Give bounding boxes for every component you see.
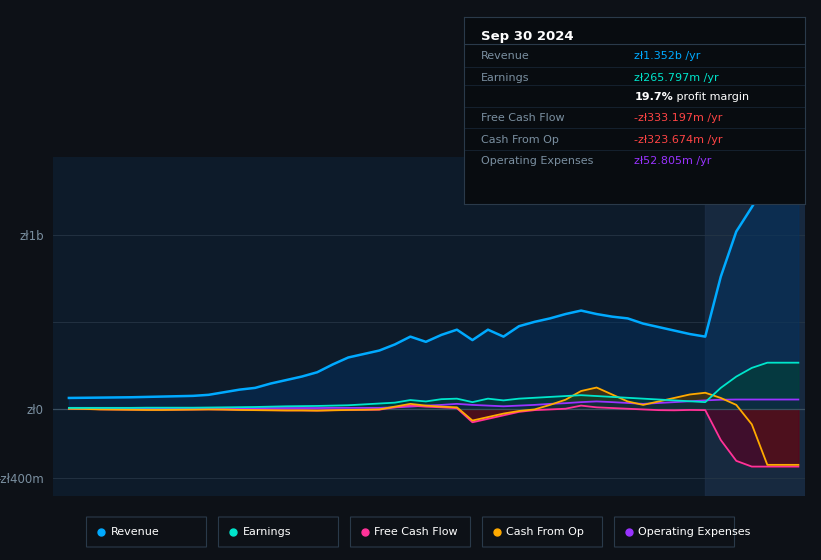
- Text: Earnings: Earnings: [242, 527, 291, 537]
- Text: Cash From Op: Cash From Op: [481, 134, 559, 144]
- Text: Cash From Op: Cash From Op: [507, 527, 585, 537]
- Text: 19.7%: 19.7%: [635, 91, 673, 101]
- Text: Free Cash Flow: Free Cash Flow: [481, 113, 565, 123]
- Text: Earnings: Earnings: [481, 73, 530, 83]
- Text: Sep 30 2024: Sep 30 2024: [481, 30, 574, 43]
- FancyBboxPatch shape: [218, 517, 338, 547]
- Text: -zł323.674m /yr: -zł323.674m /yr: [635, 134, 722, 144]
- FancyBboxPatch shape: [351, 517, 470, 547]
- Bar: [705, 157, 805, 496]
- Text: zł52.805m /yr: zł52.805m /yr: [635, 156, 712, 166]
- FancyBboxPatch shape: [483, 517, 603, 547]
- Text: -zł333.197m /yr: -zł333.197m /yr: [635, 113, 722, 123]
- Text: zł265.797m /yr: zł265.797m /yr: [635, 73, 719, 83]
- Text: Operating Expenses: Operating Expenses: [481, 156, 594, 166]
- Text: Revenue: Revenue: [481, 51, 530, 61]
- Text: profit margin: profit margin: [673, 91, 750, 101]
- Text: zł1.352b /yr: zł1.352b /yr: [635, 51, 700, 61]
- Text: Revenue: Revenue: [111, 527, 159, 537]
- FancyBboxPatch shape: [86, 517, 207, 547]
- FancyBboxPatch shape: [614, 517, 735, 547]
- Text: Free Cash Flow: Free Cash Flow: [374, 527, 458, 537]
- Text: Operating Expenses: Operating Expenses: [639, 527, 751, 537]
